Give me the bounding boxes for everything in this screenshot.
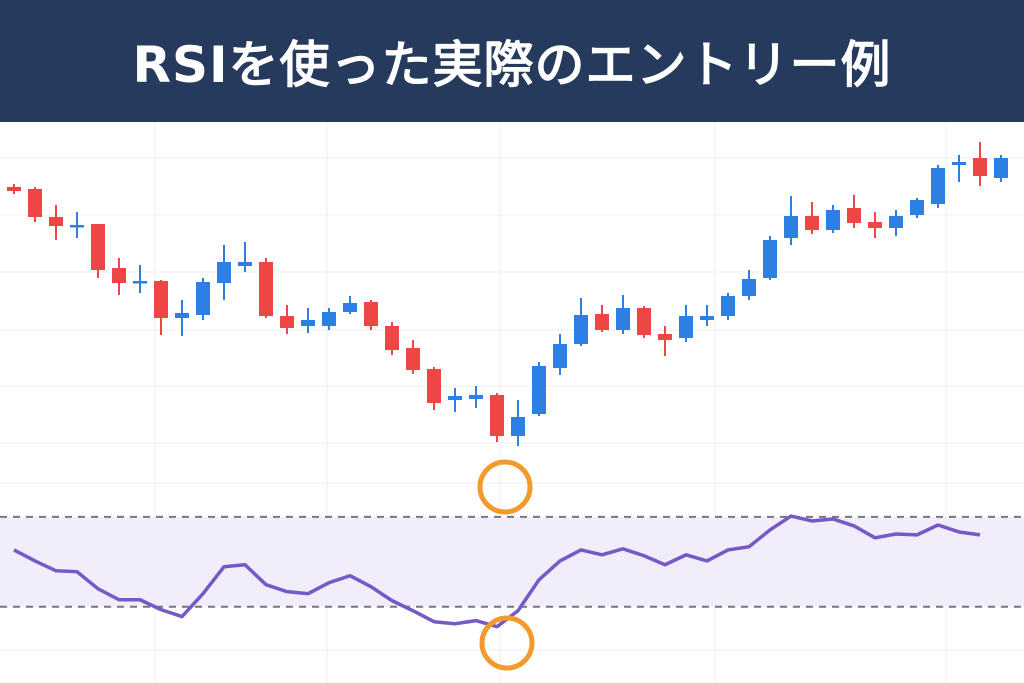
candle-body <box>469 395 483 399</box>
candle-body <box>784 216 798 238</box>
candle-body <box>658 334 672 340</box>
title: RSIを使った実際のエントリー例 <box>132 36 892 94</box>
rsi-band <box>0 516 1024 607</box>
candle-body <box>931 168 945 204</box>
candle-body <box>175 313 189 318</box>
candle-body <box>994 158 1008 178</box>
candle-body <box>70 225 84 228</box>
candle-body <box>112 268 126 283</box>
candle-body <box>28 189 42 217</box>
candles <box>7 142 1008 446</box>
entry-markers <box>477 459 535 671</box>
candle-body <box>805 216 819 230</box>
header: RSIを使った実際のエントリー例 <box>0 0 1024 122</box>
candle-body <box>490 395 504 436</box>
candle-body <box>847 208 861 223</box>
candle-body <box>742 279 756 296</box>
candle-body <box>385 326 399 350</box>
candle-body <box>280 316 294 328</box>
candle-body <box>196 282 210 315</box>
candle-body <box>574 315 588 344</box>
candle-body <box>826 210 840 230</box>
candle-body <box>679 316 693 338</box>
candle-body <box>154 281 168 318</box>
candle-body <box>616 308 630 330</box>
candle-body <box>910 200 924 215</box>
candle-body <box>637 308 651 335</box>
candle-body <box>973 158 987 176</box>
candle-body <box>343 303 357 312</box>
candle-body <box>553 344 567 368</box>
candle-body <box>889 216 903 228</box>
candle-body <box>721 296 735 316</box>
candle-body <box>595 314 609 330</box>
candle-body <box>406 348 420 370</box>
candle-body <box>238 262 252 266</box>
candle-body <box>700 316 714 320</box>
candle-body <box>133 281 147 284</box>
entry-circle-price <box>477 459 533 515</box>
candle-body <box>763 240 777 278</box>
candle-body <box>259 262 273 316</box>
entry-circle-rsi <box>479 615 535 671</box>
candle-body <box>49 217 63 226</box>
candle-body <box>91 224 105 270</box>
candle-body <box>217 262 231 283</box>
candle-body <box>301 320 315 326</box>
candle-body <box>448 396 462 400</box>
candle-body <box>364 302 378 326</box>
candle-body <box>868 222 882 228</box>
candle-body <box>322 312 336 326</box>
candle-body <box>952 162 966 165</box>
candle-body <box>427 369 441 403</box>
rsi-line <box>13 514 981 629</box>
candle-body <box>7 187 21 191</box>
candle-body <box>532 366 546 414</box>
candle-body <box>511 417 525 436</box>
rsi-panel <box>0 514 1024 629</box>
